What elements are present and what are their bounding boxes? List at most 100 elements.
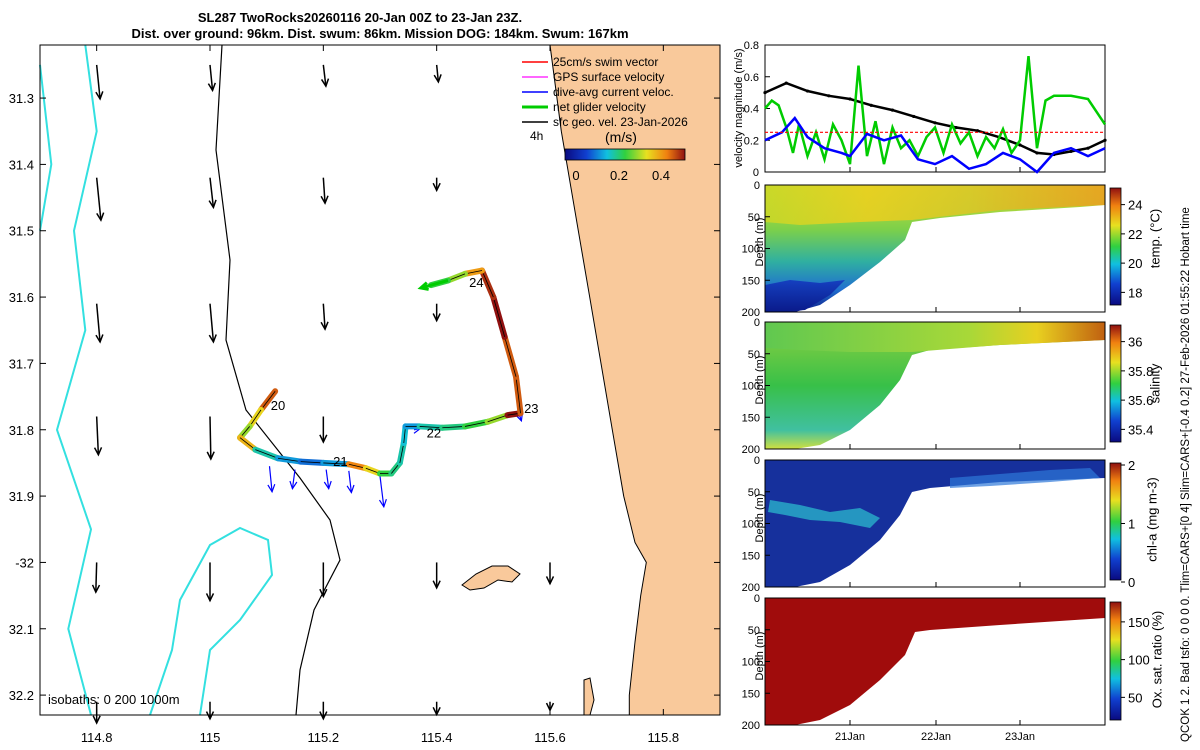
sec2-cbar-tick-label-1: 20	[1128, 256, 1142, 271]
map-ytick-label-8: 32.1	[9, 622, 34, 637]
sec5-ytick-label-1: 50	[748, 625, 760, 637]
current-arrow-4	[379, 476, 385, 507]
sec4-cbar-tick-label-0: 0	[1128, 575, 1135, 590]
geo-arrow-9	[209, 303, 215, 343]
geo-arrow-6	[322, 177, 326, 204]
current-arrow-1	[291, 469, 296, 489]
sec3-ytick-label-1: 50	[748, 349, 760, 361]
isobath-200m-inner	[149, 526, 274, 716]
day-label-23: 23	[524, 401, 538, 416]
vel-geo-point-12	[1018, 143, 1022, 147]
track-centerline-16	[442, 426, 466, 429]
date-tick-label-1: 22Jan	[921, 731, 951, 743]
sec3-ytick-label-4: 200	[742, 444, 760, 456]
date-tick-label-2: 23Jan	[1005, 731, 1035, 743]
sec3-cbar-tick-label-3: 36	[1128, 335, 1142, 350]
chl-surface-spots	[950, 468, 1100, 488]
vel-geo-point-13	[1035, 151, 1039, 155]
vel-geo-point-5	[869, 103, 873, 107]
track-centerline-7	[323, 462, 349, 465]
vel-ytick-label-0: 0	[753, 167, 759, 179]
geo-arrow-7-head	[432, 182, 441, 193]
speed-colorbar	[564, 148, 686, 161]
sal-section-fill	[765, 322, 1105, 449]
glider-track	[237, 267, 524, 477]
sec2-cbar-tick-label-0: 18	[1128, 285, 1142, 300]
vel-ytick-label-1: 0.2	[744, 135, 759, 147]
chl-max-layer	[768, 500, 880, 528]
colorbar-units: (m/s)	[605, 129, 637, 145]
geo-arrow-19-head	[545, 576, 555, 586]
track-centerline-18	[487, 414, 508, 423]
sec2-cbar-tick-label-2: 22	[1128, 227, 1142, 242]
geo-velocity-arrows	[91, 64, 555, 725]
geo-arrow-15	[95, 562, 98, 593]
map-ytick-label-1: 31.4	[9, 157, 34, 172]
sec2-ytick-label-0: 0	[754, 180, 760, 192]
current-arrow-3	[348, 470, 352, 493]
sec4-ytick-label-0: 0	[754, 455, 760, 467]
day-label-22: 22	[427, 426, 441, 441]
vel-ytick-label-4: 0.8	[744, 40, 759, 52]
geo-arrow-0	[95, 64, 101, 99]
geo-arrow-1	[209, 64, 214, 91]
sec5-cbar-tick-label-0: 50	[1128, 690, 1142, 705]
temp-colorbar	[1109, 187, 1122, 306]
legend-gps-label: GPS surface velocity	[553, 70, 664, 84]
sec2-ytick-label-2: 100	[742, 244, 760, 256]
map-ytick-label-6: 31.9	[9, 489, 34, 504]
current-arrow-3-head	[346, 484, 355, 494]
ox-colorbar	[1109, 601, 1122, 721]
sec4-ytick-label-3: 150	[742, 550, 760, 562]
map-ytick-label-5: 31.8	[9, 423, 34, 438]
salinity-panel	[764, 321, 1122, 450]
oxygen-panel	[764, 597, 1122, 726]
temperature-panel	[764, 184, 1122, 313]
geo-arrow-12	[95, 416, 100, 455]
vel-geo-point-7	[912, 114, 916, 119]
geo-arrow-17-head	[319, 588, 328, 599]
sal-colorbar	[1109, 324, 1122, 443]
chlorophyll-panel	[764, 459, 1122, 588]
geo-arrow-8-head	[95, 334, 104, 344]
velocity-ylabel: velocity magnitude (m/s)	[733, 48, 745, 167]
geo-arrow-22-head	[319, 711, 328, 721]
geo-arrow-5-head	[208, 199, 217, 210]
geo-arrow-16-head	[205, 593, 215, 603]
map-xtick-label-2: 115.2	[308, 730, 340, 745]
net-velocity-arrow	[420, 279, 449, 290]
geo-arrow-8	[95, 303, 101, 343]
map-panel: 20 21 22 23 24 114.8 115 115.2 115.4 115.6 115.8 3…	[9, 44, 721, 745]
temp-surface-layer	[765, 185, 1105, 225]
sec4-ytick-label-2: 100	[742, 519, 760, 531]
geo-arrow-2	[322, 64, 327, 87]
map-xtick-label-4: 115.6	[534, 730, 566, 745]
map-ytick-label-0: 31.3	[9, 91, 34, 106]
date-tick-label-0: 21Jan	[835, 731, 865, 743]
map-xtick-label-1: 115	[200, 730, 221, 745]
sec2-ytick-label-1: 50	[748, 212, 760, 224]
sec4-ytick-label-1: 50	[748, 487, 760, 499]
velocity-axis-ticks: 0 0.2 0.4 0.6 0.8	[744, 40, 770, 179]
geo-arrow-4-head	[96, 212, 105, 222]
speed-colorbar-tick-1: 0.2	[610, 168, 628, 183]
vel-geo-point-8	[933, 121, 937, 125]
track-centerline-6	[300, 461, 324, 464]
map-ytick-label-7: -32	[15, 555, 34, 570]
map-ytick-label-9: 32.2	[9, 688, 34, 703]
section-axis-ticks: 0501001502001820222405010015020035.435.6…	[742, 167, 1153, 743]
current-arrow-0-head	[267, 484, 276, 494]
vel-ytick-label-2: 0.4	[744, 104, 759, 116]
vel-geo-point-15	[1069, 149, 1073, 153]
track-centerline-21	[504, 336, 517, 377]
island-garden	[583, 677, 595, 716]
day-label-20: 20	[271, 398, 285, 413]
current-arrow-2-head	[323, 480, 332, 491]
isobath-200m	[55, 44, 98, 716]
geo-arrow-12-head	[93, 447, 103, 457]
island-rottnest	[461, 565, 521, 591]
geo-arrow-20-head	[92, 715, 101, 725]
sec4-cbar-tick-label-1: 1	[1128, 517, 1135, 532]
geo-arrow-1-head	[207, 82, 217, 93]
